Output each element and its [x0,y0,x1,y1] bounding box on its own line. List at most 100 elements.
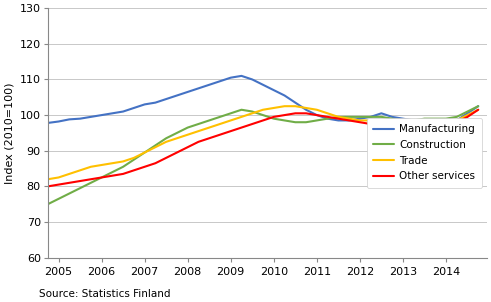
Trade [346,117,352,120]
Construction [239,108,245,111]
Construction [185,126,191,129]
Trade [66,172,72,176]
Other services [314,113,320,117]
Construction [432,117,438,120]
Manufacturing [120,110,126,113]
Other services [346,119,352,122]
Other services [303,111,309,115]
Manufacturing [45,121,51,125]
Other services [152,161,158,165]
Other services [34,186,40,190]
Trade [55,176,61,179]
Other services [464,115,470,119]
Manufacturing [131,106,137,110]
Other services [45,185,51,188]
Construction [421,117,427,120]
Construction [410,119,416,122]
Manufacturing [325,117,330,120]
Manufacturing [206,83,212,87]
Trade [228,119,234,122]
Trade [206,126,212,129]
Construction [131,158,137,162]
Manufacturing [163,97,169,101]
Manufacturing [239,74,245,78]
Manufacturing [303,108,309,111]
Other services [410,124,416,128]
Other services [400,124,406,128]
Construction [142,151,148,154]
Other services [421,122,427,126]
Trade [454,119,460,122]
Manufacturing [400,117,406,120]
Other services [379,122,384,126]
Trade [34,179,40,183]
Line: Trade: Trade [37,106,478,181]
Other services [163,156,169,160]
Trade [77,169,83,172]
Trade [99,163,105,167]
Construction [249,110,255,113]
Construction [66,192,72,195]
Text: Source: Statistics Finland: Source: Statistics Finland [39,289,171,299]
Trade [314,108,320,111]
Manufacturing [174,94,180,97]
Other services [228,129,234,133]
Manufacturing [421,119,427,122]
Construction [379,115,384,119]
Manufacturing [379,111,384,115]
Manufacturing [185,90,191,94]
Construction [163,137,169,140]
Manufacturing [99,113,105,117]
Construction [109,170,115,174]
Construction [400,119,406,122]
Other services [335,117,341,120]
Other services [281,113,287,117]
Other services [239,126,245,129]
Trade [88,165,94,169]
Construction [120,165,126,169]
Manufacturing [271,88,277,92]
Construction [34,206,40,210]
Manufacturing [142,103,148,106]
Construction [217,115,223,119]
Manufacturing [475,104,481,108]
Trade [368,119,374,122]
Trade [464,113,470,117]
Manufacturing [109,111,115,115]
Manufacturing [443,119,449,122]
Other services [217,133,223,137]
Manufacturing [281,94,287,97]
Trade [325,111,330,115]
Trade [239,115,245,119]
Manufacturing [228,76,234,79]
Other services [292,111,298,115]
Other services [142,165,148,169]
Other services [55,183,61,186]
Trade [475,108,481,111]
Construction [454,115,460,119]
Manufacturing [346,119,352,122]
Trade [185,133,191,137]
Manufacturing [34,122,40,126]
Construction [292,120,298,124]
Other services [260,119,266,122]
Construction [281,119,287,122]
Trade [303,106,309,110]
Manufacturing [357,117,363,120]
Construction [55,197,61,201]
Other services [206,137,212,140]
Trade [195,129,201,133]
Trade [421,120,427,124]
Manufacturing [314,113,320,117]
Construction [45,202,51,206]
Manufacturing [88,115,94,119]
Other services [77,179,83,183]
Line: Construction: Construction [37,106,478,208]
Trade [152,145,158,149]
Manufacturing [217,79,223,83]
Trade [174,137,180,140]
Other services [432,122,438,126]
Other services [185,145,191,149]
Trade [45,178,51,181]
Line: Other services: Other services [37,110,478,188]
